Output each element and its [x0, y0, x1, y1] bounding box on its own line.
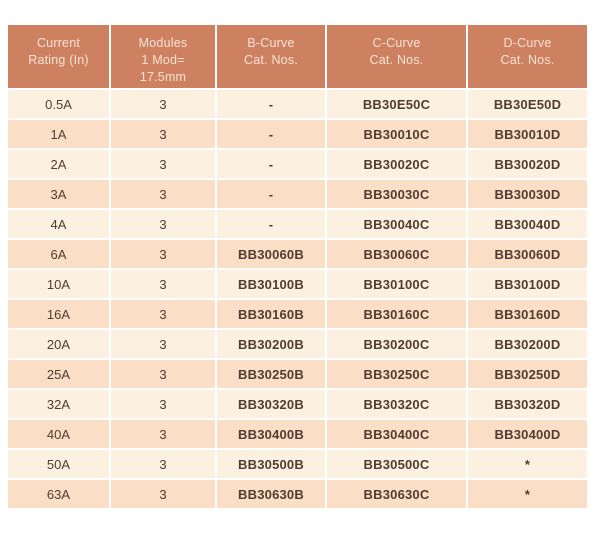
header-row: Current Rating (In) Modules 1 Mod= 17.5m… — [6, 23, 589, 90]
cell-d-curve: BB30010D — [466, 118, 589, 150]
cell-b-curve: BB30100B — [215, 268, 327, 300]
cell-d-curve: * — [466, 478, 589, 510]
cell-modules: 3 — [109, 298, 217, 330]
table-row: 20A 3 BB30200B BB30200C BB30200D — [6, 328, 589, 360]
table-row: 10A 3 BB30100B BB30100C BB30100D — [6, 268, 589, 300]
cell-b-curve: BB30320B — [215, 388, 327, 420]
cell-current-rating: 6A — [6, 238, 111, 270]
cell-d-curve: BB30200D — [466, 328, 589, 360]
cell-b-curve: - — [215, 118, 327, 150]
cell-current-rating: 25A — [6, 358, 111, 390]
table-row: 0.5A 3- BB30E50C BB30E50D — [6, 88, 589, 120]
cell-d-curve: BB30060D — [466, 238, 589, 270]
cell-c-curve: BB30400C — [325, 418, 468, 450]
cell-current-rating: 16A — [6, 298, 111, 330]
cell-d-curve: BB30020D — [466, 148, 589, 180]
cell-modules: 3 — [109, 418, 217, 450]
cell-b-curve: - — [215, 148, 327, 180]
cell-modules: 3 — [109, 328, 217, 360]
cell-d-curve: BB30160D — [466, 298, 589, 330]
table-row: 3A 3- BB30030C BB30030D — [6, 178, 589, 210]
cell-current-rating: 50A — [6, 448, 111, 480]
table-row: 25A 3 BB30250B BB30250C BB30250D — [6, 358, 589, 390]
table-row: 2A 3- BB30020C BB30020D — [6, 148, 589, 180]
cell-c-curve: BB30010C — [325, 118, 468, 150]
cell-modules: 3 — [109, 358, 217, 390]
table-row: 32A 3 BB30320B BB30320C BB30320D — [6, 388, 589, 420]
cell-modules: 3 — [109, 118, 217, 150]
cell-c-curve: BB30200C — [325, 328, 468, 360]
cell-modules: 3 — [109, 268, 217, 300]
cell-modules: 3 — [109, 238, 217, 270]
table-row: 16A 3 BB30160B BB30160C BB30160D — [6, 298, 589, 330]
cell-d-curve: BB30E50D — [466, 88, 589, 120]
cell-c-curve: BB30250C — [325, 358, 468, 390]
table-header: Current Rating (In) Modules 1 Mod= 17.5m… — [6, 23, 589, 90]
cell-current-rating: 10A — [6, 268, 111, 300]
cell-d-curve: * — [466, 448, 589, 480]
cell-current-rating: 1A — [6, 118, 111, 150]
cell-current-rating: 32A — [6, 388, 111, 420]
cell-current-rating: 2A — [6, 148, 111, 180]
cell-d-curve: BB30400D — [466, 418, 589, 450]
cell-c-curve: BB30E50C — [325, 88, 468, 120]
cell-c-curve: BB30040C — [325, 208, 468, 240]
cell-current-rating: 20A — [6, 328, 111, 360]
column-header-modules: Modules 1 Mod= 17.5mm — [109, 23, 217, 90]
cell-b-curve: BB30250B — [215, 358, 327, 390]
column-header-b-curve: B-Curve Cat. Nos. — [215, 23, 327, 90]
table-row: 63A 3 BB30630B BB30630C * — [6, 478, 589, 510]
cell-d-curve: BB30100D — [466, 268, 589, 300]
cell-c-curve: BB30630C — [325, 478, 468, 510]
cell-b-curve: BB30160B — [215, 298, 327, 330]
cell-modules: 3 — [109, 388, 217, 420]
cell-current-rating: 0.5A — [6, 88, 111, 120]
cell-modules: 3 — [109, 148, 217, 180]
cell-c-curve: BB30060C — [325, 238, 468, 270]
cell-b-curve: - — [215, 178, 327, 210]
cell-b-curve: - — [215, 208, 327, 240]
cell-modules: 3 — [109, 178, 217, 210]
cell-modules: 3 — [109, 88, 217, 120]
column-header-current-rating: Current Rating (In) — [6, 23, 111, 90]
cell-current-rating: 63A — [6, 478, 111, 510]
cell-c-curve: BB30030C — [325, 178, 468, 210]
cell-b-curve: - — [215, 88, 327, 120]
cell-c-curve: BB30100C — [325, 268, 468, 300]
table-row: 6A 3 BB30060B BB30060C BB30060D — [6, 238, 589, 270]
table-body: 0.5A 3- BB30E50C BB30E50D 1A 3- BB30010C BB3001… — [6, 88, 589, 510]
cell-c-curve: BB30500C — [325, 448, 468, 480]
catalog-table: Current Rating (In) Modules 1 Mod= 17.5m… — [6, 23, 589, 510]
cell-modules: 3 — [109, 208, 217, 240]
cell-d-curve: BB30040D — [466, 208, 589, 240]
cell-b-curve: BB30060B — [215, 238, 327, 270]
table-row: 50A 3 BB30500B BB30500C * — [6, 448, 589, 480]
cell-c-curve: BB30320C — [325, 388, 468, 420]
cell-d-curve: BB30320D — [466, 388, 589, 420]
cell-d-curve: BB30250D — [466, 358, 589, 390]
cell-modules: 3 — [109, 448, 217, 480]
cell-b-curve: BB30400B — [215, 418, 327, 450]
cell-d-curve: BB30030D — [466, 178, 589, 210]
column-header-d-curve: D-Curve Cat. Nos. — [466, 23, 589, 90]
cell-current-rating: 3A — [6, 178, 111, 210]
table-row: 1A 3- BB30010C BB30010D — [6, 118, 589, 150]
cell-c-curve: BB30160C — [325, 298, 468, 330]
cell-current-rating: 40A — [6, 418, 111, 450]
cell-c-curve: BB30020C — [325, 148, 468, 180]
cell-modules: 3 — [109, 478, 217, 510]
cell-b-curve: BB30200B — [215, 328, 327, 360]
table-row: 4A 3- BB30040C BB30040D — [6, 208, 589, 240]
column-header-c-curve: C-Curve Cat. Nos. — [325, 23, 468, 90]
cell-b-curve: BB30500B — [215, 448, 327, 480]
cell-b-curve: BB30630B — [215, 478, 327, 510]
table-row: 40A 3 BB30400B BB30400C BB30400D — [6, 418, 589, 450]
cell-current-rating: 4A — [6, 208, 111, 240]
